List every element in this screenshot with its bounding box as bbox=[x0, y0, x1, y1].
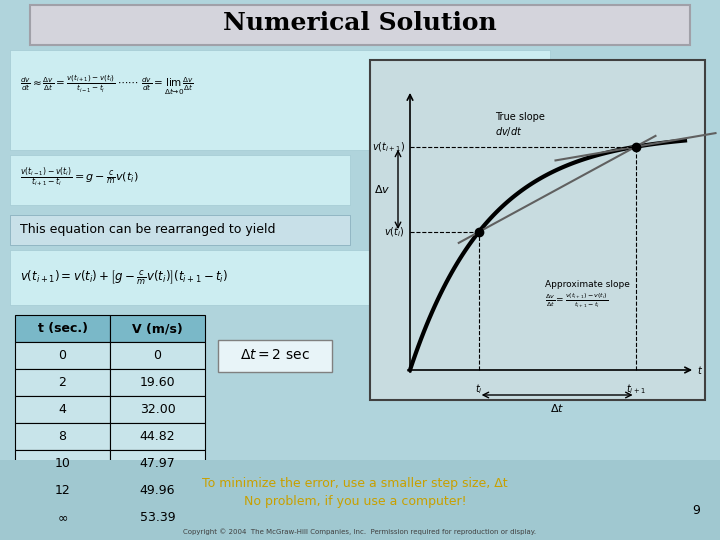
Bar bbox=[15, 342, 110, 369]
Text: 0: 0 bbox=[58, 349, 66, 362]
Bar bbox=[370, 60, 705, 400]
Bar bbox=[110, 342, 205, 369]
Text: 47.97: 47.97 bbox=[140, 457, 176, 470]
Bar bbox=[15, 369, 110, 396]
Text: Approximate slope
$\frac{\Delta v}{\Delta t} = \frac{v(t_{i+1})-v(t_i)}{t_{i+1}-: Approximate slope $\frac{\Delta v}{\Delt… bbox=[545, 280, 630, 310]
FancyBboxPatch shape bbox=[10, 215, 350, 245]
FancyBboxPatch shape bbox=[10, 50, 550, 150]
Text: $t_i$: $t_i$ bbox=[475, 382, 482, 396]
Text: t (sec.): t (sec.) bbox=[37, 322, 88, 335]
Text: 9: 9 bbox=[692, 503, 700, 516]
Bar bbox=[15, 423, 110, 450]
Text: This equation can be rearranged to yield: This equation can be rearranged to yield bbox=[20, 222, 276, 235]
Text: 12: 12 bbox=[55, 484, 71, 497]
Bar bbox=[0, 460, 720, 540]
Text: 32.00: 32.00 bbox=[140, 403, 176, 416]
Text: $t_{i+1}$: $t_{i+1}$ bbox=[626, 382, 645, 396]
Bar bbox=[110, 477, 205, 504]
Bar bbox=[15, 315, 110, 342]
Bar bbox=[15, 477, 110, 504]
FancyBboxPatch shape bbox=[10, 250, 390, 305]
FancyBboxPatch shape bbox=[30, 5, 690, 45]
Bar bbox=[110, 423, 205, 450]
Bar bbox=[15, 450, 110, 477]
Text: Copyright © 2004  The McGraw-Hill Companies, Inc.  Permission required for repro: Copyright © 2004 The McGraw-Hill Compani… bbox=[184, 529, 536, 535]
Text: $\frac{dv}{dt} \approx \frac{\Delta v}{\Delta t} = \frac{v(t_{i+1})-v(t_i)}{t_{i: $\frac{dv}{dt} \approx \frac{\Delta v}{\… bbox=[20, 73, 194, 97]
Text: $v(t_i)$: $v(t_i)$ bbox=[384, 225, 405, 239]
Text: V (m/s): V (m/s) bbox=[132, 322, 183, 335]
Bar bbox=[110, 504, 205, 531]
Text: 4: 4 bbox=[58, 403, 66, 416]
Bar bbox=[110, 315, 205, 342]
Bar bbox=[110, 450, 205, 477]
Bar bbox=[110, 369, 205, 396]
Bar bbox=[15, 396, 110, 423]
Bar bbox=[15, 504, 110, 531]
Text: 2: 2 bbox=[58, 376, 66, 389]
FancyBboxPatch shape bbox=[10, 155, 350, 205]
Text: $\Delta t = 2\ \mathrm{sec}$: $\Delta t = 2\ \mathrm{sec}$ bbox=[240, 348, 310, 362]
Text: 10: 10 bbox=[55, 457, 71, 470]
Text: ∞: ∞ bbox=[58, 511, 68, 524]
Text: 44.82: 44.82 bbox=[140, 430, 175, 443]
Text: 19.60: 19.60 bbox=[140, 376, 175, 389]
Text: 49.96: 49.96 bbox=[140, 484, 175, 497]
Text: $v(t_{i+1}) = v(t_i) + \left[g - \frac{c}{m}v(t_i)\right](t_{i+1} - t_i)$: $v(t_{i+1}) = v(t_i) + \left[g - \frac{c… bbox=[20, 268, 228, 286]
Bar bbox=[110, 396, 205, 423]
Text: 53.39: 53.39 bbox=[140, 511, 175, 524]
FancyBboxPatch shape bbox=[218, 340, 332, 372]
Text: $\frac{v(t_{i-1})-v(t_i)}{t_{i+1}-t_i} = g - \frac{c}{m}v(t_i)$: $\frac{v(t_{i-1})-v(t_i)}{t_{i+1}-t_i} =… bbox=[20, 166, 138, 190]
Text: $t$: $t$ bbox=[697, 364, 703, 376]
Text: 8: 8 bbox=[58, 430, 66, 443]
Text: To minimize the error, use a smaller step size, Δt: To minimize the error, use a smaller ste… bbox=[202, 476, 508, 489]
Text: $\Delta v$: $\Delta v$ bbox=[374, 184, 390, 195]
Text: No problem, if you use a computer!: No problem, if you use a computer! bbox=[243, 496, 467, 509]
Text: $v(t_{i+1})$: $v(t_{i+1})$ bbox=[372, 140, 405, 153]
Text: $\Delta t$: $\Delta t$ bbox=[550, 402, 564, 414]
Text: True slope
$dv/dt$: True slope $dv/dt$ bbox=[495, 112, 545, 138]
Text: Numerical Solution: Numerical Solution bbox=[223, 11, 497, 35]
Text: 0: 0 bbox=[153, 349, 161, 362]
